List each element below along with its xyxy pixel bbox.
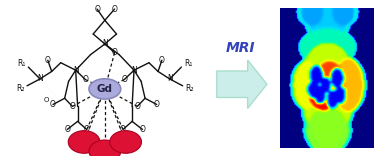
Text: O: O (121, 75, 127, 84)
Text: N: N (131, 66, 137, 75)
Ellipse shape (110, 131, 141, 153)
Text: O: O (70, 102, 75, 111)
Text: O: O (112, 5, 118, 14)
Text: R₂: R₂ (16, 84, 24, 93)
Text: R₂: R₂ (186, 84, 194, 93)
Text: O: O (94, 5, 100, 14)
Text: O: O (139, 125, 146, 134)
Text: O: O (64, 125, 70, 134)
Text: O: O (45, 56, 51, 65)
Text: R₁: R₁ (184, 59, 192, 68)
Ellipse shape (89, 140, 121, 156)
Text: O: O (82, 75, 88, 84)
Text: O: O (112, 48, 118, 57)
Ellipse shape (89, 79, 121, 99)
Text: H₂O: H₂O (97, 148, 113, 154)
Text: MRI: MRI (226, 41, 255, 55)
Text: H₂O: H₂O (76, 139, 92, 145)
Text: N: N (37, 74, 43, 83)
Text: O: O (44, 97, 49, 103)
Text: O: O (84, 125, 90, 134)
Text: N: N (102, 39, 108, 49)
Text: O: O (154, 100, 160, 109)
Text: O: O (50, 100, 56, 109)
Text: O: O (134, 102, 140, 111)
Text: N: N (167, 74, 173, 83)
Text: O: O (159, 56, 165, 65)
Text: N: N (73, 66, 79, 75)
FancyArrow shape (217, 60, 267, 108)
Ellipse shape (68, 131, 100, 153)
Text: H₂O: H₂O (118, 139, 133, 145)
Text: R₁: R₁ (17, 59, 26, 68)
Text: O: O (120, 125, 126, 134)
Text: Gd: Gd (97, 84, 113, 94)
